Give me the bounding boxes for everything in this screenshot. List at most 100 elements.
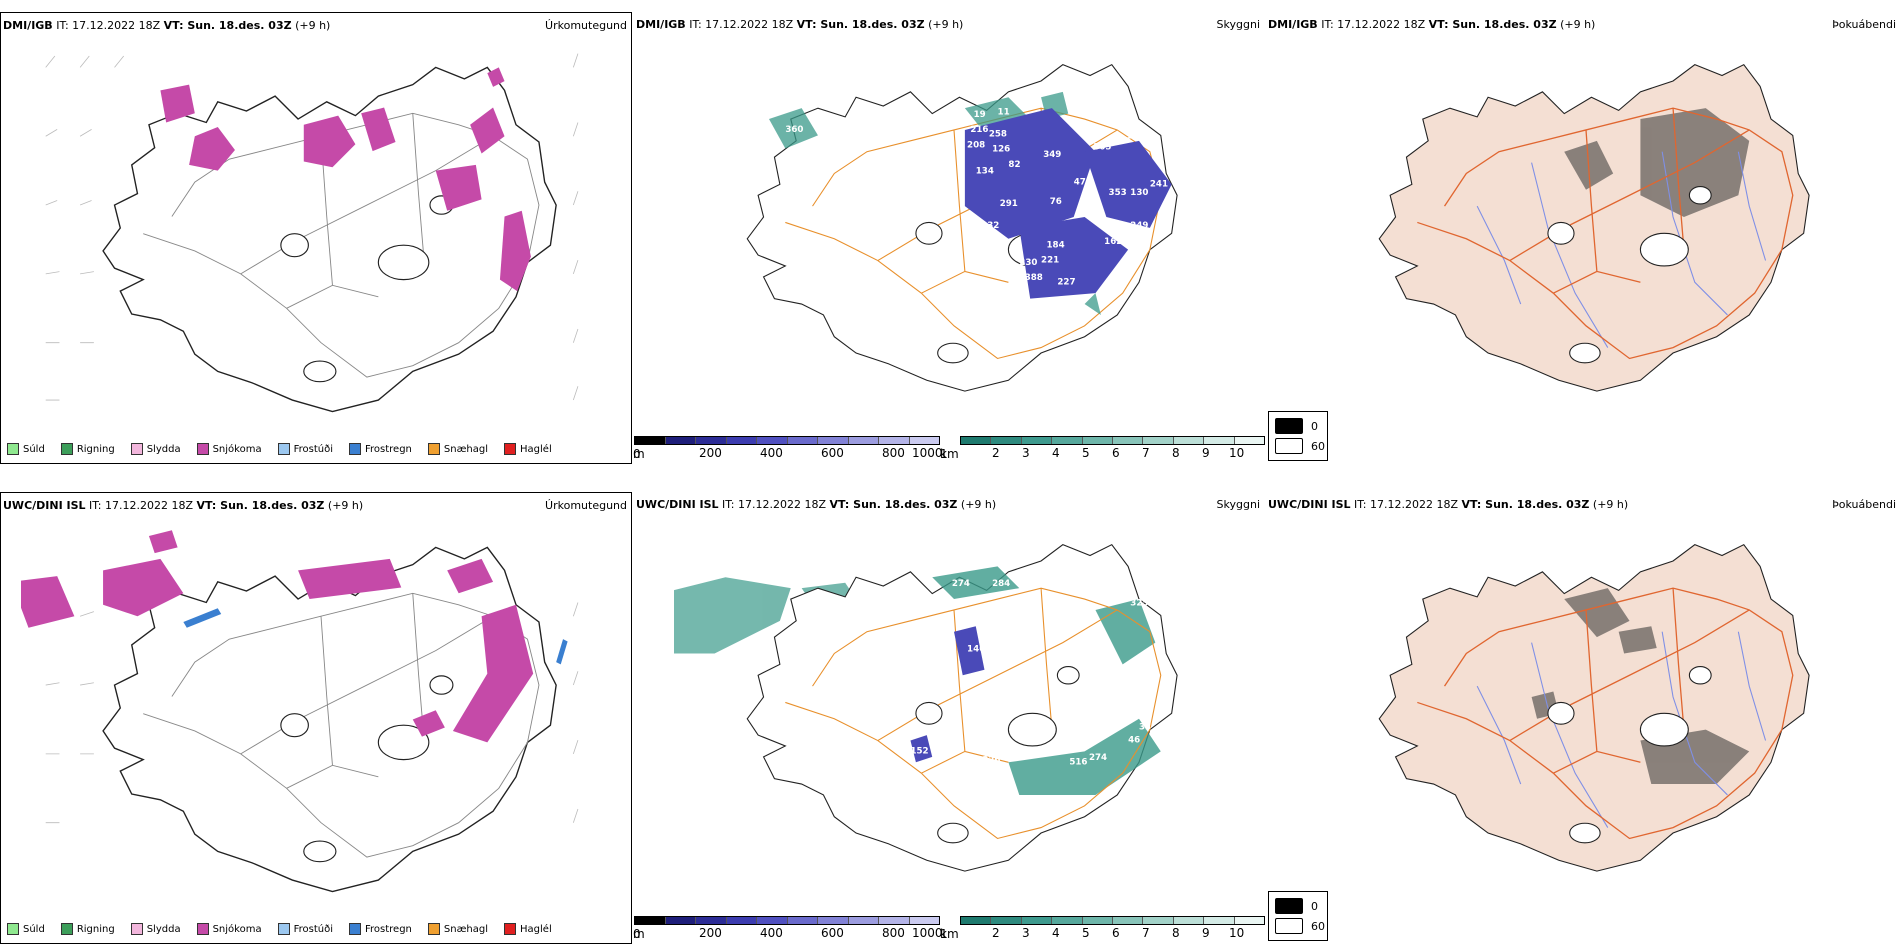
panel-variable-label: Skyggni: [1216, 498, 1260, 511]
cloud-label: 184: [1047, 240, 1065, 250]
cloud-label: 258: [989, 129, 1007, 139]
cloud-label: 82: [1008, 160, 1020, 170]
precip-panel-row2: UWC/DINI ISL IT: 17.12.2022 18Z VT: Sun.…: [0, 492, 632, 944]
cloud-label: 167: [1126, 132, 1144, 142]
cloud-label: 162: [1104, 237, 1122, 247]
colorbar-cells: [634, 436, 940, 445]
cloud-label: 221: [1041, 256, 1059, 266]
cloud-label: 349: [1043, 150, 1061, 160]
cloud-label: 274: [952, 579, 970, 589]
cloud-label: 12: [924, 725, 936, 735]
fog-legend-item: 60: [1275, 438, 1325, 454]
precip-map: [45, 53, 579, 413]
fog-panel-row1: DMI/IGB IT: 17.12.2022 18Z VT: Sun. 18.d…: [1266, 12, 1900, 464]
cloud-label: 241: [1150, 180, 1168, 190]
cloud-label: 904: [1085, 725, 1103, 735]
cloud-label: 46: [1128, 736, 1140, 746]
cloud-label: 307: [1052, 629, 1070, 639]
cloud-label: 132: [981, 221, 999, 231]
cloud-label: 249: [1130, 221, 1148, 231]
legend-item: Frostúði: [277, 443, 333, 455]
cloud-label: 146: [967, 644, 985, 654]
panel-title: DMI/IGB IT: 17.12.2022 18Z VT: Sun. 18.d…: [3, 19, 331, 32]
legend-item: Súld: [7, 923, 45, 935]
fog-map: [1378, 544, 1810, 872]
precip-legend-row1: Súld Rigning Slydda Snjókoma Frostúði Fr…: [7, 443, 552, 455]
cloud-label: 230: [1019, 258, 1037, 268]
colorbar-cells: [634, 916, 940, 925]
fog-legend-row1: 0 60: [1268, 411, 1328, 461]
fog-map: [1378, 64, 1810, 392]
cloud-label: 130: [1130, 188, 1148, 198]
cloud-label: 22: [887, 128, 899, 138]
colorbar-cells: [960, 916, 1265, 925]
panel-title: UWC/DINI ISL IT: 17.12.2022 18Z VT: Sun.…: [3, 499, 364, 512]
legend-item: Haglél: [504, 923, 552, 935]
legend-item: Slydda: [130, 923, 181, 935]
cloud-label: 227: [1057, 277, 1075, 287]
cloud-label: 208: [967, 140, 985, 150]
cloud-labels: 360 22 19 11 216 258 208 126 134 82 349 …: [785, 108, 1168, 288]
cloud-label: 305: [1093, 143, 1111, 153]
fog-legend-item: 0: [1275, 898, 1318, 914]
cloud-label: 360: [785, 125, 803, 135]
cloud-label: 19: [974, 110, 986, 120]
cloud-label: 33: [1139, 723, 1151, 733]
cloud-label: 291: [1000, 199, 1018, 209]
legend-item: Snjókoma: [196, 443, 262, 455]
precip-panel-row1: DMI/IGB IT: 17.12.2022 18Z VT: Sun. 18.d…: [0, 12, 632, 464]
fog-legend-item: 60: [1275, 918, 1325, 934]
legend-item: Snæhagl: [427, 923, 488, 935]
cloud-label: 353: [1109, 188, 1127, 198]
fog-panel-row2: UWC/DINI ISL IT: 17.12.2022 18Z VT: Sun.…: [1266, 492, 1900, 944]
panel-title: DMI/IGB IT: 17.12.2022 18Z VT: Sun. 18.d…: [1268, 18, 1596, 31]
fog-legend-item: 0: [1275, 418, 1318, 434]
cloud-label: 226: [982, 755, 1000, 765]
cloud-label: 470: [1074, 177, 1092, 187]
fog-legend-row2: 0 60: [1268, 891, 1328, 941]
panel-variable-label: Úrkomutegund: [545, 19, 627, 32]
legend-item: Frostregn: [349, 443, 412, 455]
cloud-label: 97: [943, 640, 955, 650]
cloud-label: 325: [1130, 599, 1148, 609]
panel-variable-label: Þokuábendi: [1832, 18, 1896, 31]
cloud-label: 172: [1028, 747, 1046, 757]
legend-item: Frostregn: [349, 923, 412, 935]
legend-item: Súld: [7, 443, 45, 455]
panel-variable-label: Úrkomutegund: [545, 499, 627, 512]
legend-item: Rigning: [60, 443, 115, 455]
cloud-label: 274: [1089, 753, 1107, 763]
panel-title: DMI/IGB IT: 17.12.2022 18Z VT: Sun. 18.d…: [636, 18, 964, 31]
colorbar-cells: [960, 436, 1265, 445]
cloud-label: 152: [910, 747, 928, 757]
cloud-base-areas: [964, 108, 1172, 299]
cloud-labels: 274 284 325 307 146 97 152 226 172 516 2…: [910, 579, 1151, 767]
snow-areas: [21, 530, 534, 743]
cloud-label: 76: [1050, 197, 1062, 207]
vis-panel-row1: DMI/IGB IT: 17.12.2022 18Z VT: Sun. 18.d…: [634, 12, 1264, 464]
legend-item: Rigning: [60, 923, 115, 935]
visibility-colorbar-row2: km 1 2 3 4 5 6 7 8 9 10: [940, 916, 1265, 941]
legend-item: Haglél: [504, 443, 552, 455]
cloud-label: 388: [1025, 273, 1043, 283]
panel-title: UWC/DINI ISL IT: 17.12.2022 18Z VT: Sun.…: [1268, 498, 1629, 511]
panel-title: UWC/DINI ISL IT: 17.12.2022 18Z VT: Sun.…: [636, 498, 997, 511]
vis-panel-row2: UWC/DINI ISL IT: 17.12.2022 18Z VT: Sun.…: [634, 492, 1264, 944]
vis-map: 360 22 19 11 216 258 208 126 134 82 349 …: [746, 64, 1178, 392]
precip-map: [21, 530, 579, 893]
vis-map: 274 284 325 307 146 97 152 226 172 516 2…: [674, 544, 1178, 872]
precip-legend-row2: Súld Rigning Slydda Snjókoma Frostúði Fr…: [7, 923, 552, 935]
panel-variable-label: Skyggni: [1216, 18, 1260, 31]
cloud-label: 134: [976, 166, 994, 176]
cloud-label: 11: [998, 108, 1010, 118]
cloud-label: 284: [992, 579, 1010, 589]
visibility-colorbar-row1: km 1 2 3 4 5 6 7 8 9 10: [940, 436, 1265, 461]
legend-item: Frostúði: [277, 923, 333, 935]
cloud-label: 516: [1069, 757, 1087, 767]
legend-item: Slydda: [130, 443, 181, 455]
legend-item: Snjókoma: [196, 923, 262, 935]
snow-areas: [160, 67, 531, 292]
cloud-label: 33: [1139, 710, 1151, 720]
